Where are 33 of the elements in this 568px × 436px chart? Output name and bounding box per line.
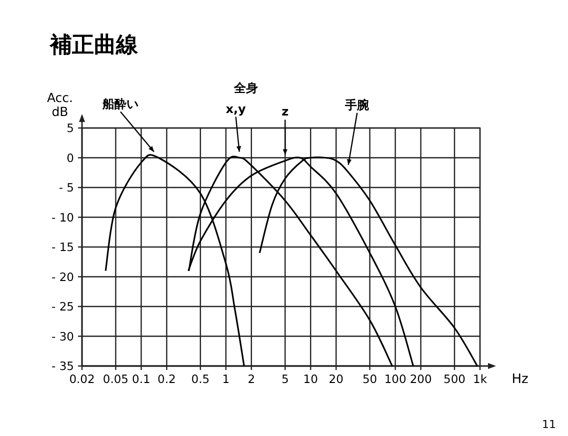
y-tick-label: - 10 — [52, 210, 74, 224]
text: z — [282, 104, 289, 119]
x-axis-title: Hz — [512, 372, 528, 387]
x-tick-label: 5 — [281, 372, 289, 386]
x-tick-label: 1k — [473, 372, 488, 386]
y-tick-label: - 15 — [52, 240, 74, 254]
x-tick-label: 1 — [222, 372, 230, 386]
x-tick-label: 0.02 — [69, 372, 95, 386]
text: 船酔い — [101, 96, 138, 111]
chart-title: 補正曲線 — [49, 33, 139, 58]
x-tick-label: 10 — [303, 372, 318, 386]
x-tick-label: 2 — [248, 372, 256, 386]
text: x,y — [226, 102, 246, 116]
x-tick-label: 20 — [328, 372, 344, 386]
y-tick-label: - 35 — [52, 359, 74, 373]
x-tick-label: 0.2 — [158, 372, 176, 386]
x-tick-label: 0.5 — [191, 372, 210, 386]
text: 全身 — [233, 81, 258, 95]
y-axis-title: Acc. dB — [46, 90, 74, 119]
x-tick-label: 0.1 — [132, 372, 150, 386]
x-tick-label: 0.05 — [102, 372, 129, 386]
text: 手腕 — [344, 98, 370, 112]
x-tick-label: 500 — [444, 372, 466, 386]
x-tick-label: 50 — [362, 372, 378, 386]
y-tick-label: - 20 — [52, 270, 74, 284]
y-tick-label: 0 — [66, 150, 74, 165]
y-tick-label: - 5 — [58, 180, 74, 194]
text: 11 — [542, 418, 556, 431]
x-tick-label: 200 — [410, 372, 432, 386]
y-tick-label: 5 — [66, 121, 74, 135]
x-tick-label: 100 — [384, 372, 406, 386]
y-tick-label: - 30 — [52, 329, 74, 344]
y-tick-label: - 25 — [52, 300, 74, 314]
